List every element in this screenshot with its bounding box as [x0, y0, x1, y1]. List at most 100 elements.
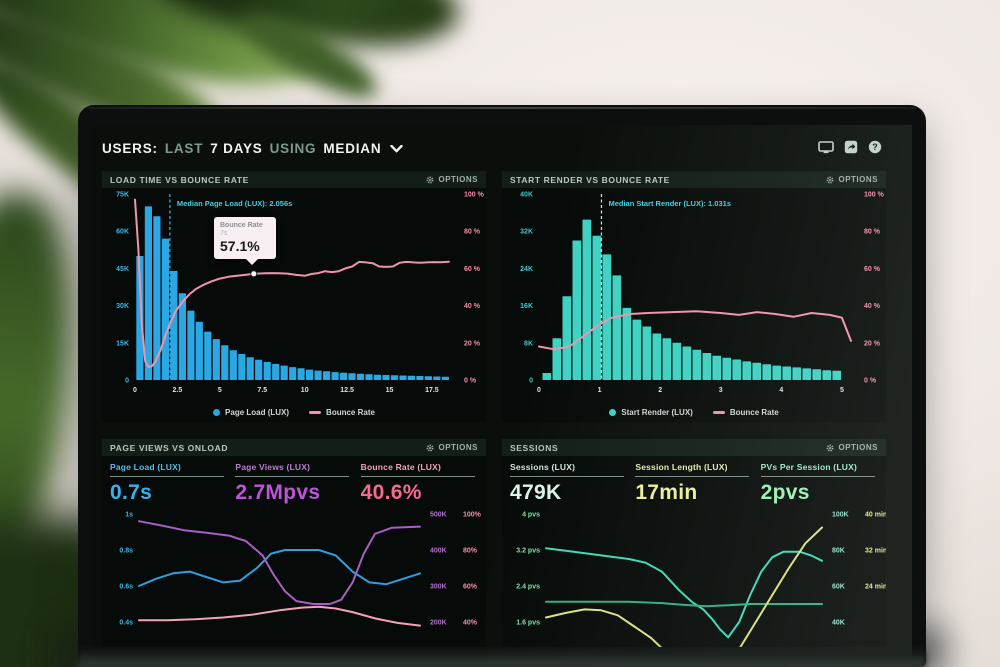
svg-text:0.6s: 0.6s	[119, 584, 133, 591]
title-part: 7 DAYS	[210, 140, 263, 156]
metric-underline	[760, 476, 875, 477]
page-views-chart[interactable]: 1s 0.8s 0.6s 0.4s 500K 400K 300K 200K 100% 80% 60%…	[102, 507, 486, 647]
svg-text:2.5: 2.5	[173, 387, 183, 394]
svg-text:100K: 100K	[832, 512, 849, 519]
metric-value: 17min	[635, 481, 698, 504]
metric-underline	[110, 476, 224, 477]
panel-load-time: LOAD TIME VS BOUNCE RATE OPTIONS Median …	[102, 171, 486, 422]
laptop: USERS: LAST 7 DAYS USING MEDIAN ?	[78, 105, 926, 667]
options-button[interactable]: OPTIONS	[826, 443, 878, 452]
svg-text:7.5: 7.5	[257, 387, 267, 394]
legend-item: Start Render (LUX)	[609, 408, 693, 417]
legend-item: Bounce Rate	[712, 408, 779, 417]
svg-text:40 min: 40 min	[865, 512, 886, 519]
help-icon[interactable]: ?	[868, 140, 882, 154]
gear-icon	[427, 176, 434, 183]
legend-line-marker	[309, 411, 322, 414]
metrics-row: Sessions (LUX) 479K Session Length (LUX)…	[502, 456, 886, 507]
svg-text:4: 4	[779, 387, 783, 394]
svg-text:12.5: 12.5	[340, 387, 354, 394]
chart-legend: Page Load (LUX) Bounce Rate	[102, 408, 486, 417]
options-button[interactable]: OPTIONS	[426, 443, 478, 452]
metrics-row: Page Load (LUX) 0.7s Page Views (LUX) 2.…	[102, 456, 486, 507]
display-icon[interactable]	[818, 140, 834, 154]
svg-text:?: ?	[872, 142, 878, 152]
panel-title: SESSIONS	[510, 442, 559, 453]
title-part: MEDIAN	[323, 140, 382, 156]
options-button[interactable]: OPTIONS	[826, 175, 878, 184]
legend-item: Page Load (LUX)	[213, 408, 289, 417]
svg-text:15K: 15K	[116, 340, 129, 347]
laptop-hinge	[78, 647, 926, 667]
options-button[interactable]: OPTIONS	[426, 175, 478, 184]
load-time-chart[interactable]: Median Page Load (LUX): 2.056s 75K 60K 45K 3…	[102, 188, 486, 422]
svg-text:16K: 16K	[520, 303, 533, 310]
panel-header: START RENDER VS BOUNCE RATE OPTIONS	[502, 171, 886, 188]
svg-text:0 %: 0 %	[864, 378, 877, 385]
metric-underline	[360, 476, 475, 477]
options-label: OPTIONS	[838, 175, 878, 184]
date-range-dropdown[interactable]: USERS: LAST 7 DAYS USING MEDIAN	[102, 140, 404, 156]
metric-bounce-rate: Bounce Rate (LUX) 40.6%	[360, 462, 486, 505]
share-icon[interactable]	[844, 140, 858, 154]
title-part: LAST	[164, 140, 204, 156]
svg-text:60 %: 60 %	[464, 266, 481, 273]
svg-text:2.4 pvs: 2.4 pvs	[516, 584, 540, 591]
svg-text:40 %: 40 %	[464, 303, 481, 310]
metric-underline	[235, 476, 350, 477]
svg-text:15: 15	[386, 387, 394, 394]
metric-underline	[510, 476, 624, 477]
panel-grid: LOAD TIME VS BOUNCE RATE OPTIONS Median …	[102, 171, 912, 647]
svg-text:75K: 75K	[116, 192, 129, 199]
svg-text:0: 0	[125, 378, 129, 385]
options-label: OPTIONS	[838, 443, 878, 452]
panel-sessions: SESSIONS OPTIONS Sessions (LUX) 479K Ses…	[502, 439, 886, 647]
svg-text:5: 5	[218, 387, 222, 394]
svg-text:20 %: 20 %	[864, 340, 881, 347]
svg-text:300K: 300K	[430, 584, 447, 591]
legend-dot-marker	[609, 409, 617, 416]
svg-text:40K: 40K	[832, 620, 845, 627]
svg-text:4 pvs: 4 pvs	[522, 512, 540, 519]
title-part: USING	[269, 140, 317, 156]
metric-page-views: Page Views (LUX) 2.7Mpvs	[235, 462, 360, 505]
svg-text:3.2 pvs: 3.2 pvs	[516, 548, 540, 555]
svg-text:0: 0	[537, 387, 541, 394]
svg-text:60%: 60%	[463, 584, 478, 591]
svg-text:24K: 24K	[520, 266, 533, 273]
legend-label: Page Load (LUX)	[225, 408, 290, 417]
metric-session-length: Session Length (LUX) 17min	[635, 462, 760, 505]
tooltip-title: Bounce Rate	[220, 222, 263, 229]
header-icons: ?	[818, 140, 882, 154]
chevron-down-icon	[390, 145, 404, 153]
metric-page-load: Page Load (LUX) 0.7s	[110, 462, 235, 505]
svg-text:100 %: 100 %	[464, 192, 485, 199]
svg-text:400K: 400K	[430, 548, 447, 555]
svg-text:Median Page Load (LUX): 2.056s: Median Page Load (LUX): 2.056s	[177, 199, 292, 208]
panel-header: SESSIONS OPTIONS	[502, 439, 886, 456]
start-render-chart[interactable]: Median Start Render (LUX): 1.031s 40K 32K 2…	[502, 188, 886, 422]
svg-text:60K: 60K	[832, 584, 845, 591]
svg-text:8K: 8K	[524, 340, 533, 347]
svg-text:20 %: 20 %	[464, 340, 481, 347]
metric-label: Page Load (LUX)	[110, 462, 182, 472]
metric-value: 0.7s	[110, 481, 153, 504]
legend-label: Bounce Rate	[326, 408, 375, 417]
sessions-chart[interactable]: 4 pvs 3.2 pvs 2.4 pvs 1.6 pvs 100K 80K 60K 40K 4…	[502, 507, 886, 647]
legend-label: Bounce Rate	[729, 408, 779, 417]
panel-header: PAGE VIEWS VS ONLOAD OPTIONS	[102, 439, 486, 456]
metric-label: Session Length (LUX)	[635, 462, 728, 472]
metric-label: Bounce Rate (LUX)	[360, 462, 442, 472]
svg-text:80 %: 80 %	[864, 229, 881, 236]
metric-value: 479K	[510, 481, 562, 504]
svg-text:10: 10	[301, 387, 309, 394]
svg-text:32 min: 32 min	[865, 548, 886, 555]
svg-text:1.6 pvs: 1.6 pvs	[516, 620, 540, 627]
svg-text:0.4s: 0.4s	[119, 620, 133, 627]
gear-icon	[427, 444, 434, 451]
metric-value: 2pvs	[760, 481, 810, 504]
svg-text:1: 1	[598, 387, 602, 394]
svg-text:0 %: 0 %	[464, 378, 477, 385]
svg-text:24 min: 24 min	[865, 584, 886, 591]
metric-value: 2.7Mpvs	[235, 481, 321, 504]
